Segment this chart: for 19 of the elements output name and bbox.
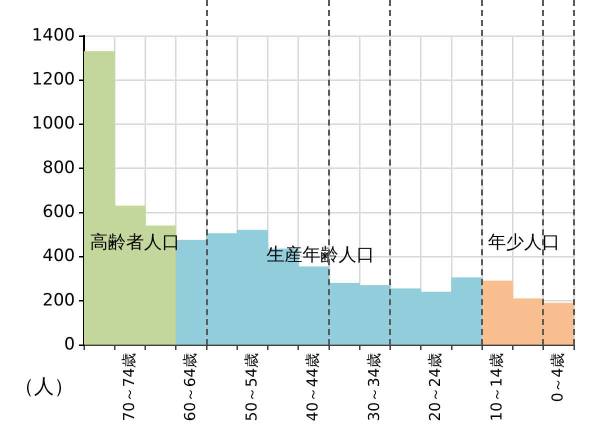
x-tick-label: 20～24歳: [426, 353, 444, 422]
y-tick-label: 400: [42, 246, 75, 266]
x-tick-label: 30～34歳: [364, 353, 383, 422]
x-tick-label: 50～54歳: [242, 353, 260, 422]
x-tick-label: 70～74歳: [120, 353, 138, 422]
x-tick-label: 40～44歳: [304, 353, 322, 422]
y-tick-label: 1400: [32, 25, 75, 46]
x-tick-label: 10～14歳: [487, 353, 506, 422]
x-tick-label: 0～4歳: [548, 353, 567, 402]
y-tick-label: 1000: [32, 114, 75, 134]
y-tick-label: 800: [42, 158, 75, 178]
y-tick-label: 200: [42, 290, 75, 310]
annotation: 高齢者人口: [90, 232, 180, 254]
annotation: 年少人口: [488, 232, 560, 254]
y-tick-label: 0: [64, 334, 75, 354]
y-tick-label: 600: [42, 202, 75, 222]
y-tick-label: 1200: [32, 70, 75, 90]
y-axis-title: （人）: [14, 373, 74, 400]
x-tick-label: 60～64歳: [181, 353, 200, 422]
